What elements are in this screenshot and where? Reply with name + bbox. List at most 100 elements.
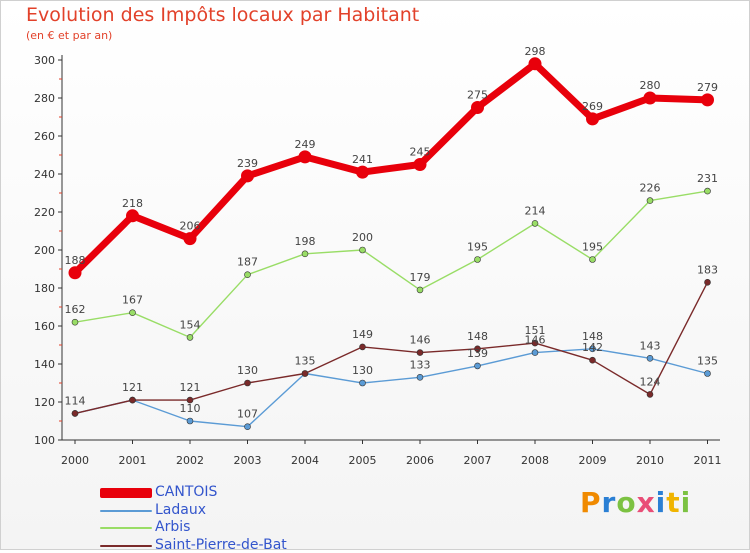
legend-swatch bbox=[100, 544, 152, 547]
legend-label: Saint-Pierre-de-Bat bbox=[155, 536, 287, 553]
data-label: 226 bbox=[640, 182, 661, 195]
x-tick-label: 2005 bbox=[349, 454, 377, 467]
data-label: 231 bbox=[697, 172, 718, 185]
data-point bbox=[359, 379, 366, 387]
data-label: 298 bbox=[525, 45, 546, 58]
y-tick-label: 300 bbox=[34, 54, 55, 67]
data-point bbox=[359, 246, 366, 254]
series-line-cantois bbox=[71, 60, 711, 277]
x-tick-label: 2009 bbox=[579, 454, 607, 467]
data-point bbox=[301, 250, 309, 258]
data-label: 245 bbox=[410, 146, 431, 159]
y-tick-label: 200 bbox=[34, 244, 55, 257]
x-tick-label: 2001 bbox=[119, 454, 147, 467]
data-point bbox=[643, 91, 657, 105]
data-label: 195 bbox=[467, 241, 488, 254]
series-line-ladaux bbox=[74, 348, 709, 428]
data-point bbox=[356, 165, 369, 179]
data-point bbox=[359, 343, 366, 351]
axes: 100 120 140 160 180 200 220 240 260 280 300 2000 200… bbox=[34, 54, 722, 467]
data-label: 148 bbox=[467, 330, 488, 343]
data-point bbox=[474, 345, 481, 353]
data-point bbox=[186, 417, 194, 425]
data-label: 135 bbox=[295, 355, 316, 368]
data-label: 239 bbox=[237, 157, 258, 170]
data-label: 206 bbox=[180, 220, 201, 233]
data-point bbox=[241, 169, 254, 183]
data-label: 218 bbox=[122, 197, 143, 210]
x-tick-label: 2004 bbox=[291, 454, 319, 467]
data-point bbox=[244, 271, 251, 279]
legend-swatch bbox=[100, 509, 152, 512]
data-label: 280 bbox=[640, 79, 661, 92]
data-point bbox=[646, 197, 654, 204]
data-point bbox=[474, 362, 481, 370]
y-tick-label: 160 bbox=[34, 320, 55, 333]
data-label: 142 bbox=[582, 341, 603, 354]
data-label: 143 bbox=[640, 339, 661, 352]
data-label: 139 bbox=[467, 347, 488, 360]
data-label: 195 bbox=[582, 241, 603, 254]
data-label: 148 bbox=[582, 330, 603, 343]
data-point bbox=[129, 309, 136, 317]
data-label: 135 bbox=[697, 355, 718, 368]
data-point bbox=[416, 286, 424, 294]
data-point bbox=[528, 57, 542, 71]
y-tick-label: 120 bbox=[34, 396, 55, 409]
legend-label: CANTOIS bbox=[155, 484, 218, 500]
x-tick-label: 2011 bbox=[694, 454, 722, 467]
data-label: 110 bbox=[180, 402, 201, 415]
data-point bbox=[704, 370, 711, 377]
data-label: 200 bbox=[352, 231, 373, 244]
data-label: 146 bbox=[410, 334, 431, 347]
data-point bbox=[586, 112, 599, 126]
data-label: 275 bbox=[467, 89, 488, 102]
data-label: 121 bbox=[122, 381, 143, 394]
x-tick-label: 2007 bbox=[464, 454, 492, 467]
data-point bbox=[531, 349, 539, 356]
data-label: 269 bbox=[582, 100, 603, 113]
data-point bbox=[298, 150, 312, 164]
data-point bbox=[413, 158, 427, 171]
data-label: 130 bbox=[237, 364, 258, 377]
legend-swatch bbox=[100, 527, 152, 529]
y-tick-label: 100 bbox=[34, 434, 55, 447]
x-tick-label: 2008 bbox=[521, 454, 549, 467]
data-point bbox=[71, 318, 79, 326]
x-tick-label: 2003 bbox=[234, 454, 262, 467]
data-label: 249 bbox=[295, 138, 316, 151]
data-point bbox=[71, 410, 79, 417]
data-point bbox=[704, 278, 711, 286]
data-point bbox=[531, 339, 539, 347]
data-label: 279 bbox=[697, 81, 718, 94]
data-point bbox=[244, 379, 251, 387]
data-label: 107 bbox=[237, 408, 258, 421]
data-point bbox=[183, 232, 197, 246]
y-tick-label: 260 bbox=[34, 130, 55, 143]
brand-logo: Proxiti bbox=[580, 486, 692, 519]
data-point bbox=[531, 220, 539, 227]
data-label: 151 bbox=[525, 324, 546, 337]
data-label: 241 bbox=[352, 153, 373, 166]
data-label: 214 bbox=[525, 204, 546, 217]
y-tick-label: 140 bbox=[34, 358, 55, 371]
data-point bbox=[129, 396, 136, 404]
data-label: 124 bbox=[640, 375, 661, 388]
data-label: 149 bbox=[352, 328, 373, 341]
y-tick-label: 280 bbox=[34, 92, 55, 105]
y-tick-label: 180 bbox=[34, 282, 55, 295]
data-label: 198 bbox=[295, 235, 316, 248]
data-point bbox=[474, 256, 481, 263]
data-point bbox=[589, 356, 596, 364]
data-point bbox=[68, 266, 82, 280]
data-point bbox=[186, 396, 194, 404]
data-label: 188 bbox=[65, 254, 86, 267]
y-tick-label: 220 bbox=[34, 206, 55, 219]
data-label: 187 bbox=[237, 256, 258, 269]
data-label: 133 bbox=[410, 358, 431, 371]
data-label: 146 bbox=[525, 334, 546, 347]
data-label: 167 bbox=[122, 294, 143, 307]
data-point bbox=[701, 93, 714, 107]
